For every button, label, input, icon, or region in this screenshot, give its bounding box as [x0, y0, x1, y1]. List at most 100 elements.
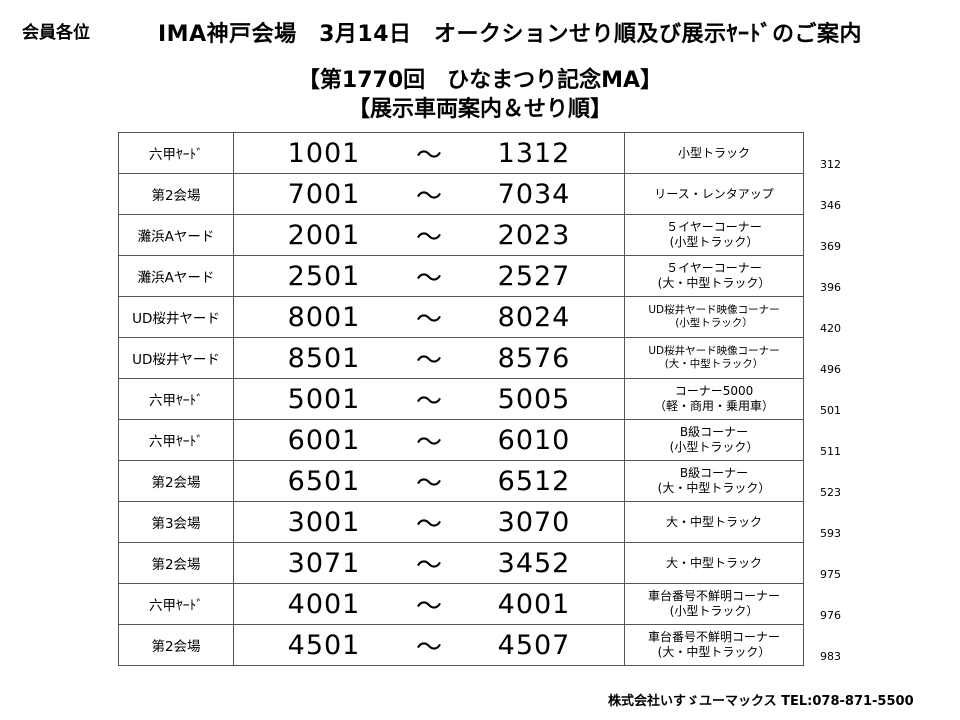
table-row: 六甲ﾔｰﾄﾞ 1001 ～ 1312 小型トラック: [118, 132, 804, 174]
category-line-2: (大・中型トラック）: [657, 276, 771, 290]
lot-to: 1312: [497, 137, 571, 169]
cumulative-count-value: 396: [820, 281, 841, 294]
lot-to: 7034: [497, 178, 571, 210]
lot-to: 8576: [497, 342, 571, 374]
category-line-1: B級コーナー: [679, 425, 749, 439]
lot-range-cell: 3071 ～ 3452: [233, 542, 625, 584]
table-row: 六甲ﾔｰﾄﾞ 6001 ～ 6010 B級コーナー (小型トラック）: [118, 419, 804, 461]
lot-from: 2501: [287, 260, 361, 292]
venue-cell: 第2会場: [118, 460, 234, 502]
category-cell: ５イヤーコーナー (小型トラック）: [624, 214, 804, 256]
cumulative-count: 420: [820, 296, 880, 337]
cumulative-count: 346: [820, 173, 880, 214]
cumulative-count-value: 983: [820, 650, 841, 663]
table-row: 灘浜Aヤード 2001 ～ 2023 ５イヤーコーナー (小型トラック）: [118, 214, 804, 256]
page-title: IMA神戸会場 3月14日 オークションせり順及び展示ﾔｰﾄﾞのご案内: [158, 22, 863, 47]
cumulative-count: 975: [820, 542, 880, 583]
venue-cell: 六甲ﾔｰﾄﾞ: [118, 132, 234, 174]
range-tilde: ～: [415, 181, 442, 212]
category-cell: B級コーナー (小型トラック）: [624, 419, 804, 461]
table-row: 第3会場 3001 ～ 3070 大・中型トラック: [118, 501, 804, 543]
lot-to: 2023: [497, 219, 571, 251]
cumulative-count-value: 420: [820, 322, 841, 335]
category-line-2: (大・中型トラック）: [664, 358, 764, 370]
table-row: 六甲ﾔｰﾄﾞ 4001 ～ 4001 車台番号不鮮明コーナー (小型トラック）: [118, 583, 804, 625]
lot-from: 6501: [287, 465, 361, 497]
category-line-1: 車台番号不鮮明コーナー: [647, 630, 780, 644]
table-row: 六甲ﾔｰﾄﾞ 5001 ～ 5005 コーナー5000 （軽・商用・乗用車）: [118, 378, 804, 420]
venue-cell: 第3会場: [118, 501, 234, 543]
company-footer: 株式会社いすゞユーマックス TEL:078-871-5500: [608, 694, 914, 709]
cumulative-count-value: 346: [820, 199, 841, 212]
section-subtitle: 【展示車両案内＆せり順】: [347, 97, 612, 122]
lot-to: 3452: [497, 547, 571, 579]
lot-from: 4001: [287, 588, 361, 620]
category-cell: コーナー5000 （軽・商用・乗用車）: [624, 378, 804, 420]
table-row: UD桜井ヤード 8001 ～ 8024 UD桜井ヤード映像コーナー (小型トラック）: [118, 296, 804, 338]
cumulative-count-value: 976: [820, 609, 841, 622]
category-line-1: 小型トラック: [677, 145, 750, 160]
range-tilde: ～: [415, 468, 442, 499]
addressee: 会員各位: [22, 23, 90, 43]
lot-range-cell: 4501 ～ 4507: [233, 624, 625, 666]
category-line-1: ５イヤーコーナー: [666, 261, 762, 275]
lot-range-cell: 6001 ～ 6010: [233, 419, 625, 461]
venue-cell: 第2会場: [118, 624, 234, 666]
cumulative-count: 501: [820, 378, 880, 419]
lot-range-cell: 3001 ～ 3070: [233, 501, 625, 543]
category-cell: UD桜井ヤード映像コーナー (大・中型トラック）: [624, 337, 804, 379]
cumulative-count-column: 312 346 369 396 420 496 501 511 523 593 975 976 983: [820, 132, 880, 665]
table-row: 第2会場 4501 ～ 4507 車台番号不鮮明コーナー (大・中型トラック）: [118, 624, 804, 666]
venue-cell: 六甲ﾔｰﾄﾞ: [118, 419, 234, 461]
cumulative-count: 511: [820, 419, 880, 460]
range-tilde: ～: [415, 263, 442, 294]
lot-to: 2527: [497, 260, 571, 292]
lot-range-cell: 2501 ～ 2527: [233, 255, 625, 297]
lot-to: 8024: [497, 301, 571, 333]
venue-cell: UD桜井ヤード: [118, 296, 234, 338]
lot-range-cell: 5001 ～ 5005: [233, 378, 625, 420]
lot-from: 7001: [287, 178, 361, 210]
lot-range-cell: 4001 ～ 4001: [233, 583, 625, 625]
cumulative-count: 496: [820, 337, 880, 378]
cumulative-count-value: 312: [820, 158, 841, 171]
cumulative-count-value: 369: [820, 240, 841, 253]
cumulative-count-value: 511: [820, 445, 841, 458]
category-line-2: (小型トラック）: [669, 604, 759, 618]
cumulative-count-value: 523: [820, 486, 841, 499]
category-cell: 大・中型トラック: [624, 542, 804, 584]
lot-from: 8501: [287, 342, 361, 374]
lot-to: 6010: [497, 424, 571, 456]
category-line-1: 大・中型トラック: [665, 514, 762, 529]
venue-cell: 第2会場: [118, 173, 234, 215]
cumulative-count-value: 501: [820, 404, 841, 417]
category-cell: B級コーナー (大・中型トラック）: [624, 460, 804, 502]
lot-to: 6512: [497, 465, 571, 497]
category-line-2: (小型トラック）: [669, 440, 759, 454]
venue-cell: 六甲ﾔｰﾄﾞ: [118, 378, 234, 420]
lot-from: 3071: [287, 547, 361, 579]
lot-range-cell: 8501 ～ 8576: [233, 337, 625, 379]
range-tilde: ～: [415, 345, 442, 376]
cumulative-count: 593: [820, 501, 880, 542]
category-cell: 大・中型トラック: [624, 501, 804, 543]
category-line-1: B級コーナー: [679, 466, 749, 480]
cumulative-count: 523: [820, 460, 880, 501]
category-line-1: UD桜井ヤード映像コーナー: [648, 345, 780, 357]
venue-cell: 六甲ﾔｰﾄﾞ: [118, 583, 234, 625]
range-tilde: ～: [415, 222, 442, 253]
table-row: 灘浜Aヤード 2501 ～ 2527 ５イヤーコーナー (大・中型トラック）: [118, 255, 804, 297]
category-line-2: (大・中型トラック）: [657, 481, 771, 495]
category-line-1: ５イヤーコーナー: [666, 220, 762, 234]
category-line-1: 車台番号不鮮明コーナー: [647, 589, 780, 603]
venue-cell: 灘浜Aヤード: [118, 255, 234, 297]
category-cell: ５イヤーコーナー (大・中型トラック）: [624, 255, 804, 297]
table-row: UD桜井ヤード 8501 ～ 8576 UD桜井ヤード映像コーナー (大・中型トラック）: [118, 337, 804, 379]
lot-range-cell: 6501 ～ 6512: [233, 460, 625, 502]
range-tilde: ～: [415, 509, 442, 540]
lot-from: 6001: [287, 424, 361, 456]
range-tilde: ～: [415, 386, 442, 417]
lot-to: 5005: [497, 383, 571, 415]
lot-order-table: 六甲ﾔｰﾄﾞ 1001 ～ 1312 小型トラック 第2会場 7001 ～ 7034 リース・レン…: [118, 132, 804, 666]
cumulative-count: 312: [820, 132, 880, 173]
